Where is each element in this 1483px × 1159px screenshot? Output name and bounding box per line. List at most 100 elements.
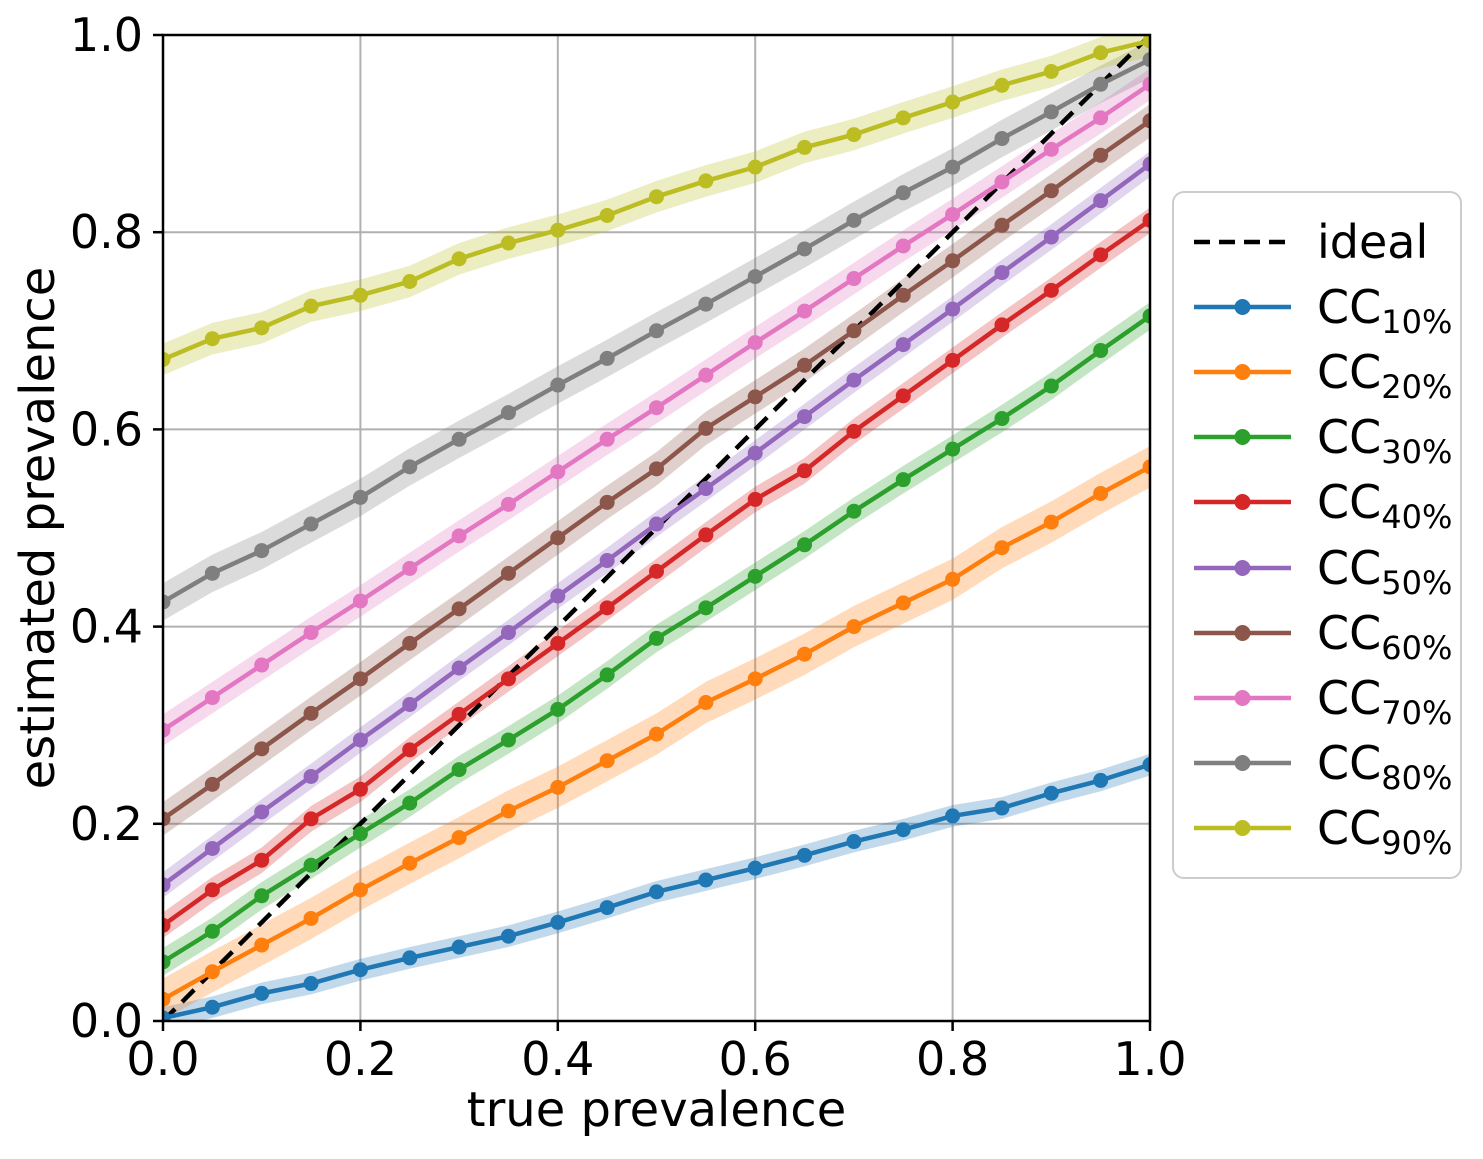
series-marker-cc-30% — [303, 857, 319, 873]
legend-label-subscript: 30% — [1381, 433, 1453, 472]
legend-label-cc-60%: CC60% — [1317, 610, 1452, 664]
series-marker-cc-80% — [550, 377, 566, 393]
series-marker-cc-10% — [204, 999, 220, 1015]
series-marker-cc-60% — [945, 253, 961, 269]
series-marker-cc-90% — [402, 274, 418, 289]
legend-item-cc-10%: CC10% — [1190, 277, 1460, 338]
legend-label-cc-20%: CC20% — [1317, 349, 1452, 403]
series-marker-cc-70% — [254, 657, 270, 673]
series-marker-icon — [1234, 429, 1251, 446]
series-marker-cc-20% — [163, 991, 171, 1007]
legend-item-cc-60%: CC60% — [1190, 603, 1460, 664]
series-marker-cc-30% — [698, 600, 714, 616]
series-marker-cc-70% — [1043, 141, 1059, 157]
legend: ideal CC10% CC20% CC30% CC40% CC50% CC60% CC70%… — [1172, 191, 1462, 879]
series-marker-cc-50% — [1093, 193, 1109, 209]
series-marker-cc-60% — [895, 287, 911, 303]
y-tick-label: 0.2 — [70, 797, 143, 851]
series-marker-cc-60% — [1093, 147, 1109, 163]
legend-label-cc-40%: CC40% — [1317, 479, 1452, 533]
series-marker-cc-30% — [352, 826, 368, 842]
series-marker-cc-50% — [500, 625, 516, 641]
series-marker-cc-80% — [500, 405, 516, 421]
series-marker-cc-40% — [1043, 282, 1059, 298]
series-marker-cc-50% — [747, 445, 763, 461]
series-marker-cc-50% — [303, 768, 319, 784]
series-marker-cc-90% — [1043, 63, 1059, 79]
legend-label-subscript: 60% — [1381, 628, 1453, 667]
series-marker-cc-40% — [550, 635, 566, 651]
legend-label-cc-10%: CC10% — [1317, 284, 1452, 338]
legend-label-cc-80%: CC80% — [1317, 740, 1452, 794]
series-marker-cc-50% — [204, 840, 220, 856]
series-marker-cc-10% — [945, 808, 961, 824]
legend-item-cc-40%: CC40% — [1190, 472, 1460, 534]
legend-label-subscript: 50% — [1381, 563, 1453, 602]
series-marker-cc-50% — [1142, 156, 1150, 172]
series-marker-cc-60% — [994, 217, 1010, 233]
series-marker-cc-30% — [945, 441, 961, 457]
series-marker-cc-70% — [500, 496, 516, 512]
legend-line-sample-icon — [1194, 494, 1291, 511]
series-marker-cc-80% — [895, 185, 911, 201]
legend-line-sample-icon — [1194, 755, 1291, 772]
x-tick-label: 0.2 — [324, 1032, 397, 1086]
axes-spines — [161, 33, 1152, 1023]
series-marker-cc-90% — [550, 222, 566, 238]
series-marker-cc-60% — [500, 565, 516, 581]
series-marker-cc-80% — [846, 212, 862, 228]
series-marker-cc-60% — [649, 461, 664, 477]
series-marker-cc-90% — [1142, 35, 1150, 49]
series-marker-cc-20% — [945, 571, 961, 587]
x-axis-label: true prevalence — [466, 1082, 847, 1138]
series-marker-cc-90% — [649, 189, 664, 205]
legend-label-main: CC — [1317, 801, 1382, 856]
series-marker-cc-70% — [895, 238, 911, 254]
series-marker-cc-50% — [352, 732, 368, 748]
series-marker-cc-20% — [303, 910, 319, 926]
legend-label-subscript: 70% — [1381, 694, 1453, 733]
series-marker-icon — [1234, 363, 1251, 380]
series-marker-cc-60% — [254, 741, 270, 757]
series-marker-cc-60% — [846, 323, 862, 339]
series-marker-cc-20% — [1093, 485, 1109, 501]
series-marker-cc-90% — [895, 110, 911, 126]
series-marker-cc-80% — [451, 431, 467, 447]
series-marker-cc-60% — [303, 705, 319, 721]
series-marker-cc-20% — [451, 830, 467, 846]
series-marker-cc-90% — [945, 94, 961, 110]
legend-label-subscript: 10% — [1381, 302, 1453, 341]
legend-label-main: CC — [1317, 670, 1382, 725]
legend-label-cc-50%: CC50% — [1317, 545, 1452, 599]
series-marker-cc-80% — [698, 296, 714, 312]
series-marker-cc-20% — [254, 937, 270, 953]
x-tick-label: 1.0 — [1113, 1032, 1186, 1086]
legend-label-main: CC — [1317, 605, 1382, 660]
series-marker-cc-10% — [303, 976, 319, 992]
series-marker-cc-10% — [698, 872, 714, 888]
y-axis-label: estimated prevalence — [10, 266, 66, 790]
series-marker-cc-70% — [204, 690, 220, 706]
series-marker-cc-30% — [994, 411, 1010, 427]
legend-line-sample-icon — [1194, 624, 1291, 641]
series-marker-cc-70% — [352, 593, 368, 609]
legend-item-cc-70%: CC70% — [1190, 668, 1460, 729]
series-marker-cc-40% — [352, 781, 368, 797]
series-marker-cc-30% — [1093, 343, 1109, 359]
series-marker-cc-10% — [994, 800, 1010, 816]
series-marker-cc-50% — [895, 337, 911, 353]
series-marker-cc-10% — [550, 914, 566, 930]
legend-label-main: CC — [1317, 736, 1382, 791]
legend-line-sample-icon — [1194, 820, 1291, 837]
series-marker-cc-80% — [994, 131, 1010, 147]
legend-item-cc-90%: CC90% — [1190, 798, 1460, 859]
series-marker-cc-30% — [599, 667, 615, 683]
series-marker-cc-90% — [204, 331, 220, 347]
series-marker-cc-40% — [846, 423, 862, 439]
series-marker-cc-70% — [846, 271, 862, 287]
series-marker-cc-90% — [500, 235, 516, 251]
series-marker-cc-50% — [254, 804, 270, 820]
series-marker-cc-80% — [163, 594, 171, 610]
series-marker-icon — [1234, 624, 1251, 641]
series-marker-cc-80% — [945, 159, 961, 175]
